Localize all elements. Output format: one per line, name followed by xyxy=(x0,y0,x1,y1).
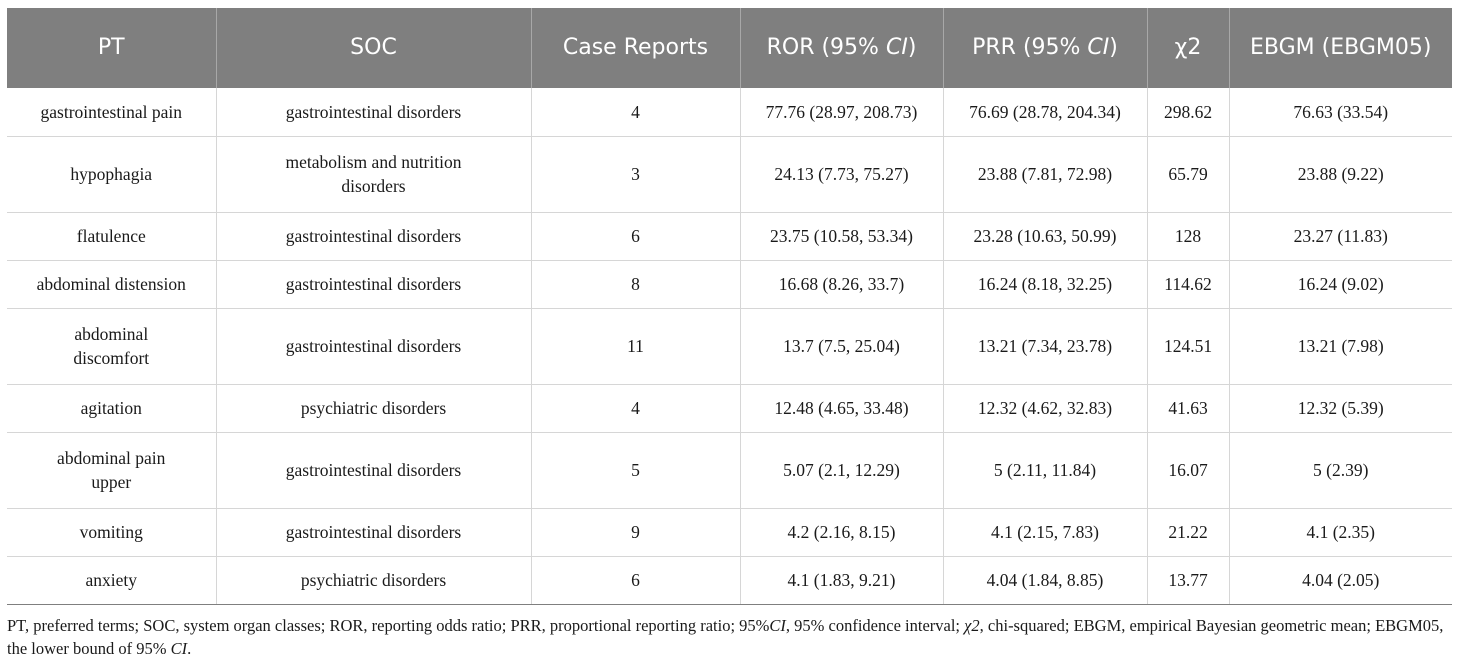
cell-prr: 23.88 (7.81, 72.98) xyxy=(943,136,1148,213)
cell-cases: 9 xyxy=(531,508,741,557)
cell-ebgm: 16.24 (9.02) xyxy=(1229,260,1452,309)
cell-ebgm: 5 (2.39) xyxy=(1229,432,1452,509)
cell-soc: gastrointestinal disorders xyxy=(216,308,532,385)
cell-prr: 5 (2.11, 11.84) xyxy=(943,432,1148,509)
header-pt: PT xyxy=(7,8,217,88)
pharmacovigilance-table: PT SOC Case Reports ROR (95% CI) PRR (95… xyxy=(7,8,1452,605)
table-row: flatulence gastrointestinal disorders 6 … xyxy=(7,212,1452,261)
table-footnote: PT, preferred terms; SOC, system organ c… xyxy=(7,614,1452,660)
cell-cases: 6 xyxy=(531,212,741,261)
cell-ror: 16.68 (8.26, 33.7) xyxy=(740,260,944,309)
cell-ebgm: 12.32 (5.39) xyxy=(1229,384,1452,433)
header-prr: PRR (95% CI) xyxy=(943,8,1148,88)
cell-pt: abdominal pain upper xyxy=(7,432,217,509)
table-container: PT SOC Case Reports ROR (95% CI) PRR (95… xyxy=(7,8,1452,605)
cell-pt: vomiting xyxy=(7,508,217,557)
footnote-text: CI xyxy=(769,616,786,635)
footnote-text: . xyxy=(187,639,192,658)
cell-ror: 23.75 (10.58, 53.34) xyxy=(740,212,944,261)
cell-cases: 8 xyxy=(531,260,741,309)
cell-soc: psychiatric disorders xyxy=(216,556,532,605)
table-row: anxiety psychiatric disorders 6 4.1 (1.8… xyxy=(7,556,1452,605)
cell-pt: gastrointestinal pain xyxy=(7,88,217,137)
cell-chi2: 124.51 xyxy=(1147,308,1230,385)
table-row: abdominal distension gastrointestinal di… xyxy=(7,260,1452,309)
cell-chi2: 65.79 xyxy=(1147,136,1230,213)
cell-ebgm: 4.04 (2.05) xyxy=(1229,556,1452,605)
cell-chi2: 21.22 xyxy=(1147,508,1230,557)
cell-cases: 4 xyxy=(531,88,741,137)
table-row: gastrointestinal pain gastrointestinal d… xyxy=(7,88,1452,137)
cell-ebgm: 13.21 (7.98) xyxy=(1229,308,1452,385)
header-chi2: χ2 xyxy=(1147,8,1230,88)
table-row: vomiting gastrointestinal disorders 9 4.… xyxy=(7,508,1452,557)
cell-soc: gastrointestinal disorders xyxy=(216,212,532,261)
cell-prr: 13.21 (7.34, 23.78) xyxy=(943,308,1148,385)
cell-pt: abdominal distension xyxy=(7,260,217,309)
cell-ror: 77.76 (28.97, 208.73) xyxy=(740,88,944,137)
cell-ebgm: 23.27 (11.83) xyxy=(1229,212,1452,261)
cell-soc: gastrointestinal disorders xyxy=(216,88,532,137)
cell-pt: hypophagia xyxy=(7,136,217,213)
cell-chi2: 114.62 xyxy=(1147,260,1230,309)
cell-ebgm: 76.63 (33.54) xyxy=(1229,88,1452,137)
footnote-text: χ2 xyxy=(964,616,980,635)
footnote-text: CI xyxy=(170,639,188,658)
cell-cases: 4 xyxy=(531,384,741,433)
header-ebgm: EBGM (EBGM05) xyxy=(1229,8,1452,88)
header-soc: SOC xyxy=(216,8,532,88)
cell-prr: 4.04 (1.84, 8.85) xyxy=(943,556,1148,605)
header-case-reports: Case Reports xyxy=(531,8,741,88)
cell-soc: gastrointestinal disorders xyxy=(216,260,532,309)
cell-soc: gastrointestinal disorders xyxy=(216,432,532,509)
cell-soc: psychiatric disorders xyxy=(216,384,532,433)
cell-ror: 4.1 (1.83, 9.21) xyxy=(740,556,944,605)
cell-ror: 5.07 (2.1, 12.29) xyxy=(740,432,944,509)
header-row: PT SOC Case Reports ROR (95% CI) PRR (95… xyxy=(7,8,1452,88)
cell-ror: 13.7 (7.5, 25.04) xyxy=(740,308,944,385)
table-row: agitation psychiatric disorders 4 12.48 … xyxy=(7,384,1452,433)
cell-ror: 4.2 (2.16, 8.15) xyxy=(740,508,944,557)
footnote-text: , 95% confidence interval; xyxy=(785,616,965,635)
cell-ror: 12.48 (4.65, 33.48) xyxy=(740,384,944,433)
cell-pt: agitation xyxy=(7,384,217,433)
cell-chi2: 298.62 xyxy=(1147,88,1230,137)
cell-soc: gastrointestinal disorders xyxy=(216,508,532,557)
cell-ebgm: 4.1 (2.35) xyxy=(1229,508,1452,557)
cell-pt: anxiety xyxy=(7,556,217,605)
cell-pt: abdominal discomfort xyxy=(7,308,217,385)
cell-ror: 24.13 (7.73, 75.27) xyxy=(740,136,944,213)
cell-prr: 12.32 (4.62, 32.83) xyxy=(943,384,1148,433)
cell-prr: 16.24 (8.18, 32.25) xyxy=(943,260,1148,309)
cell-chi2: 13.77 xyxy=(1147,556,1230,605)
cell-prr: 4.1 (2.15, 7.83) xyxy=(943,508,1148,557)
table-row: hypophagia metabolism and nutrition diso… xyxy=(7,136,1452,213)
header-ror: ROR (95% CI) xyxy=(740,8,944,88)
footnote-text: PT, preferred terms; SOC, system organ c… xyxy=(7,616,770,635)
cell-cases: 11 xyxy=(531,308,741,385)
cell-ebgm: 23.88 (9.22) xyxy=(1229,136,1452,213)
cell-chi2: 128 xyxy=(1147,212,1230,261)
cell-pt: flatulence xyxy=(7,212,217,261)
cell-chi2: 16.07 xyxy=(1147,432,1230,509)
cell-cases: 6 xyxy=(531,556,741,605)
cell-prr: 23.28 (10.63, 50.99) xyxy=(943,212,1148,261)
table-row: abdominal discomfort gastrointestinal di… xyxy=(7,308,1452,385)
cell-cases: 3 xyxy=(531,136,741,213)
footnote-text: , chi-squared; EBGM, empirical Bayesian … xyxy=(7,616,1444,658)
table-row: abdominal pain upper gastrointestinal di… xyxy=(7,432,1452,509)
cell-soc: metabolism and nutrition disorders xyxy=(216,136,532,213)
cell-cases: 5 xyxy=(531,432,741,509)
cell-chi2: 41.63 xyxy=(1147,384,1230,433)
cell-prr: 76.69 (28.78, 204.34) xyxy=(943,88,1148,137)
